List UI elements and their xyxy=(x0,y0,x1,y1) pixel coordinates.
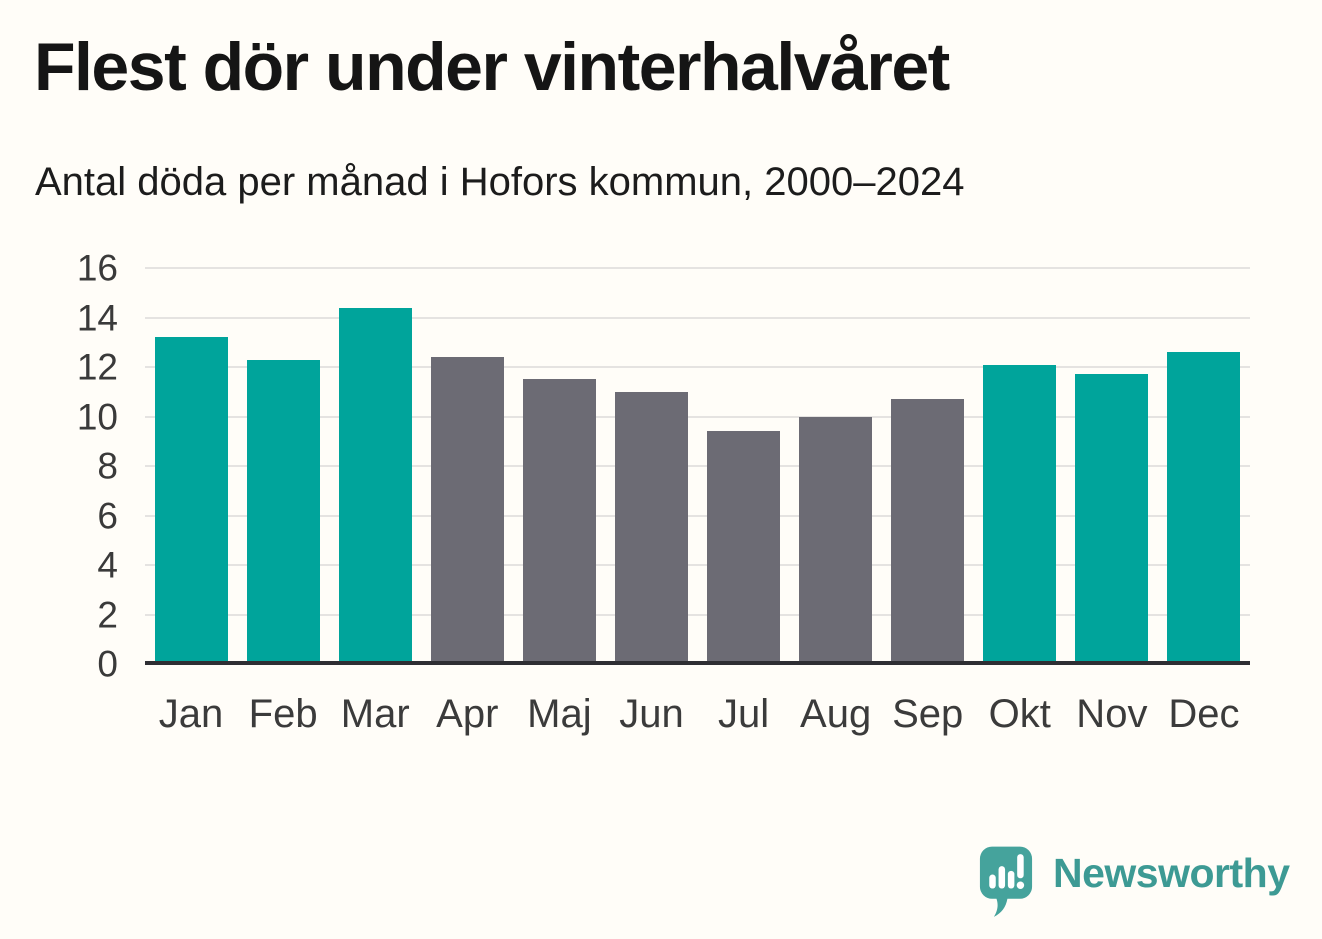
bar-nov xyxy=(1075,374,1149,664)
bar-dec xyxy=(1167,352,1241,664)
bar-okt xyxy=(983,364,1057,664)
gridline-y-16 xyxy=(145,267,1250,269)
gridline-y-8 xyxy=(145,465,1250,467)
bar-maj xyxy=(522,379,596,664)
x-tick-label-jul: Jul xyxy=(717,692,770,736)
y-tick-label-12: 12 xyxy=(76,346,118,388)
gridline-y-6 xyxy=(145,514,1250,517)
gridline-y-10 xyxy=(145,415,1250,418)
x-tick-label-sep: Sep xyxy=(892,692,964,736)
y-tick-label-8: 8 xyxy=(97,445,118,487)
newsworthy-branding: Newsworthy xyxy=(979,845,1290,919)
y-tick-label-16: 16 xyxy=(76,247,118,289)
gridline-y-2 xyxy=(145,613,1250,616)
chart-title: Flest dör under vinterhalvåret xyxy=(34,29,950,105)
bar-jan xyxy=(154,337,228,664)
bar-jun xyxy=(614,391,688,664)
x-tick-label-mar: Mar xyxy=(340,692,410,736)
bar-jul xyxy=(707,431,781,664)
x-tick-label-dec: Dec xyxy=(1168,692,1240,736)
gridline-y-14 xyxy=(145,316,1250,319)
x-tick-label-nov: Nov xyxy=(1076,692,1148,736)
y-tick-label-10: 10 xyxy=(76,396,118,437)
x-tick-label-aug: Aug xyxy=(800,692,872,736)
y-tick-label-14: 14 xyxy=(76,297,118,338)
bar-feb xyxy=(246,359,320,664)
x-tick-label-jun: Jun xyxy=(619,692,684,736)
x-tick-label-okt: Okt xyxy=(988,692,1051,736)
bar-apr xyxy=(430,357,504,664)
bar-sep xyxy=(891,399,965,664)
y-tick-label-6: 6 xyxy=(97,495,118,536)
gridline-y-4 xyxy=(145,564,1250,566)
bar-aug xyxy=(799,416,873,664)
newsworthy-logo-icon xyxy=(979,846,1033,917)
chart-subtitle: Antal döda per månad i Hofors kommun, 20… xyxy=(35,160,965,204)
y-tick-label-2: 2 xyxy=(97,594,118,635)
x-tick-label-feb: Feb xyxy=(248,692,318,736)
newsworthy-wordmark: Newsworthy xyxy=(1053,850,1290,896)
y-tick-label-4: 4 xyxy=(97,544,118,586)
x-tick-label-maj: Maj xyxy=(527,692,592,736)
y-tick-label-0: 0 xyxy=(97,643,118,685)
bar-mar xyxy=(338,307,412,664)
x-axis-line xyxy=(145,661,1250,665)
x-tick-label-apr: Apr xyxy=(436,692,499,736)
x-tick-label-jan: Jan xyxy=(158,692,224,736)
gridline-y-12 xyxy=(145,366,1250,368)
